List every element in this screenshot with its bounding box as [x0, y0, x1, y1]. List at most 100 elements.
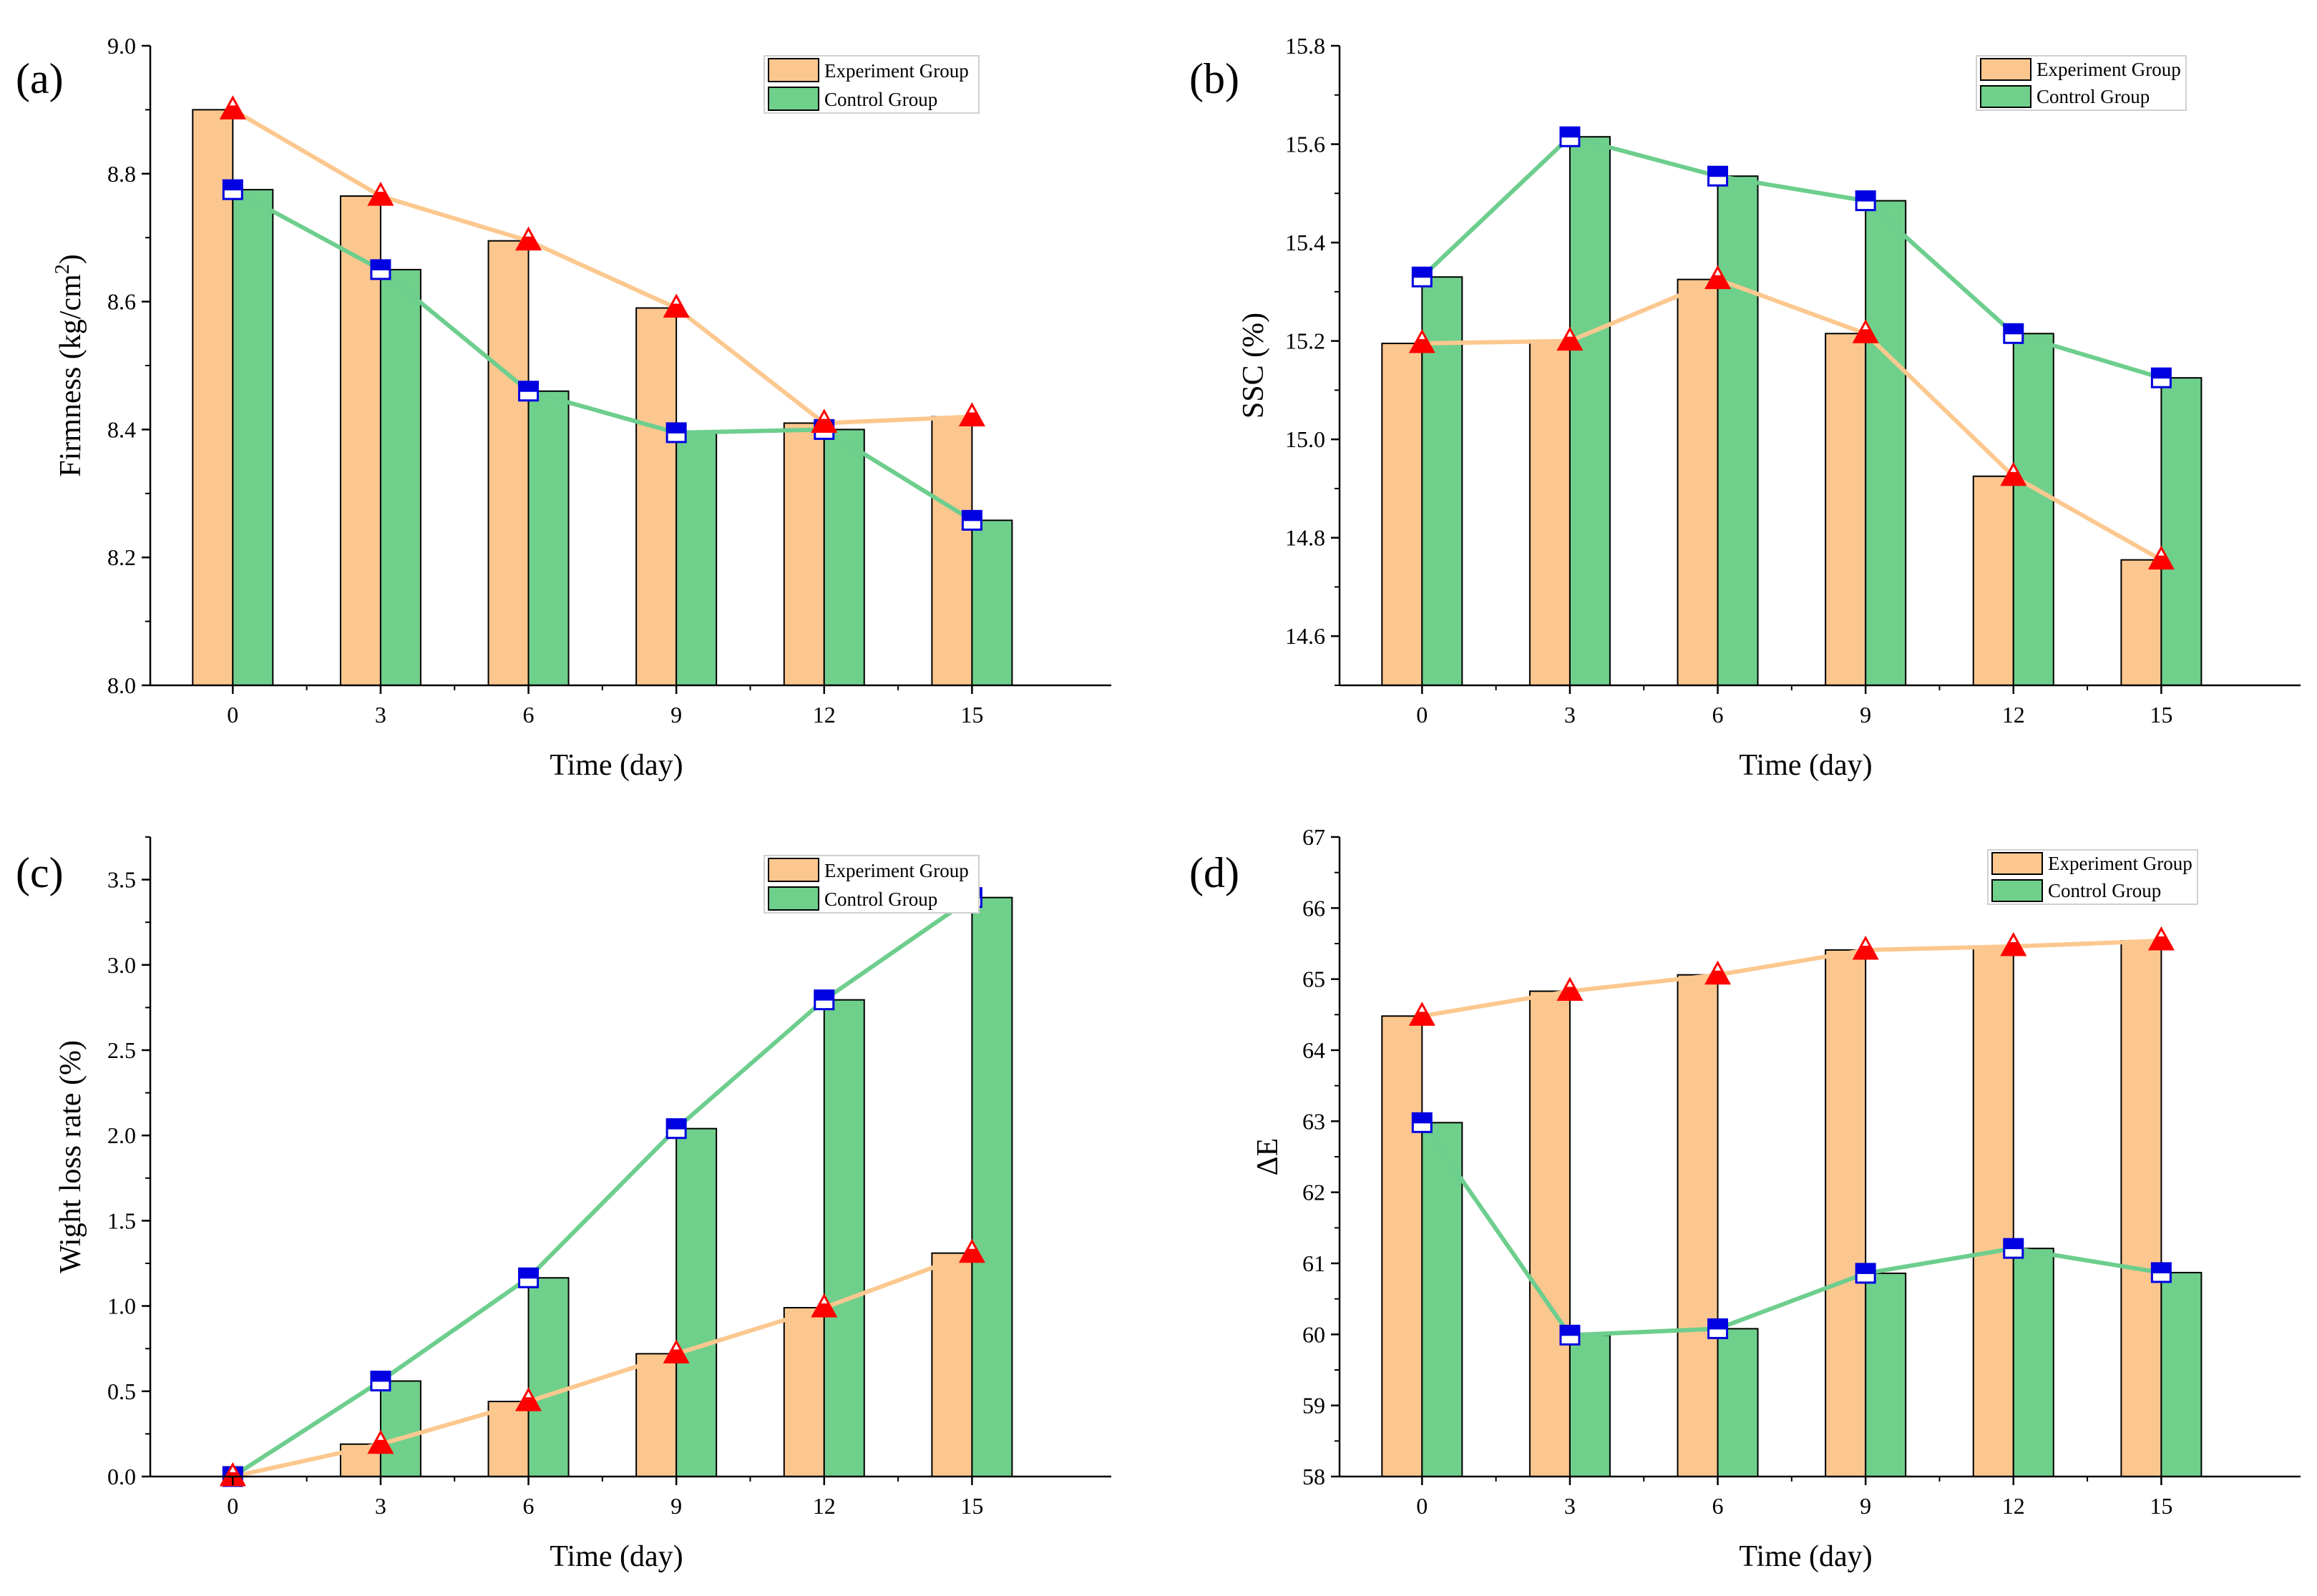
- x-axis-title: Time (day): [1739, 749, 1872, 782]
- control-bar-day-9: [675, 1127, 718, 1477]
- y-tick-label: 2.5: [107, 1037, 136, 1063]
- triangle-marker-fill: [369, 192, 392, 205]
- y-tick-label: 0.5: [107, 1379, 136, 1404]
- y-tick-label: 2.0: [107, 1122, 136, 1148]
- control-bar-day-3: [1569, 1334, 1611, 1477]
- experiment-bar-day-12: [783, 1306, 825, 1478]
- control-bar-day-9: [1865, 200, 1907, 687]
- experiment-bar-day-0: [192, 109, 234, 686]
- experiment-marker-day-6: [1704, 960, 1732, 985]
- square-marker-fill: [1708, 167, 1727, 177]
- control-bar-day-0: [232, 189, 274, 686]
- control-marker-day-6: [518, 381, 540, 402]
- y-tick-label: 15.4: [1285, 230, 1325, 255]
- triangle-marker-fill: [2001, 471, 2025, 485]
- control-legend-label: Control Group: [2048, 880, 2161, 901]
- experiment-bar-day-12: [783, 422, 825, 687]
- y-tick-label: 15.6: [1285, 132, 1325, 157]
- chart-panel-b: 14.6 14.8 15.0 15.2 15.4 15.6 15.8 0 3 6 9 12 15 Time…: [1189, 33, 2301, 782]
- experiment-marker-day-3: [367, 1429, 394, 1454]
- experiment-marker-day-12: [2000, 461, 2027, 486]
- x-tick-label: 3: [375, 1493, 386, 1519]
- control-series-line: [231, 896, 974, 1479]
- x-tick-label: 6: [1712, 1493, 1724, 1519]
- square-marker-fill: [1413, 1113, 1432, 1124]
- square-marker-fill: [667, 1119, 686, 1130]
- experiment-legend-swatch: [1991, 852, 2043, 875]
- triangle-marker-fill: [1854, 945, 1878, 959]
- experiment-bar-day-15: [2120, 940, 2162, 1477]
- control-series-line: [1420, 134, 2162, 381]
- y-tick-label: 1.0: [107, 1293, 136, 1319]
- control-marker-day-15: [2150, 367, 2172, 388]
- x-tick-label: 12: [2002, 1493, 2025, 1519]
- y-tick-label: 62: [1302, 1180, 1325, 1205]
- experiment-series-line: [1422, 277, 2162, 562]
- control-bar-day-15: [971, 896, 1013, 1477]
- square-marker-fill: [1708, 1319, 1727, 1330]
- square-marker-fill: [1560, 1326, 1579, 1336]
- experiment-marker-day-12: [811, 1293, 838, 1318]
- triangle-marker-fill: [1854, 329, 1878, 343]
- triangle-marker-fill: [812, 1303, 836, 1316]
- experiment-marker-day-15: [2147, 545, 2175, 570]
- y-tick-label: 64: [1302, 1037, 1325, 1063]
- control-bar-day-15: [971, 519, 1013, 687]
- experiment-marker-day-15: [958, 402, 985, 427]
- legend: Experiment Group Control Group: [1976, 55, 2187, 111]
- experiment-marker-day-9: [663, 293, 690, 318]
- chart-panel-c: 0.0 0.5 1.0 1.5 2.0 2.5 3.0 3.5 0 3 6 9 12 15 Time (da…: [16, 836, 1111, 1573]
- triangle-marker-fill: [1558, 987, 1581, 1000]
- experiment-legend-swatch: [768, 58, 819, 82]
- experiment-bar-day-6: [1677, 974, 1719, 1477]
- square-marker-fill: [667, 423, 686, 434]
- control-marker-day-9: [1855, 1263, 1876, 1284]
- y-tick-label: 65: [1302, 966, 1325, 992]
- experiment-bar-day-3: [1528, 340, 1571, 686]
- triangle-marker-fill: [1410, 1012, 1434, 1025]
- experiment-legend-label: Experiment Group: [824, 60, 969, 82]
- experiment-marker-day-6: [514, 226, 542, 251]
- experiment-bar-day-6: [487, 240, 530, 687]
- experiment-bar-day-15: [931, 416, 973, 687]
- control-legend-swatch: [1991, 879, 2043, 902]
- y-tick-label: 8.8: [107, 161, 136, 187]
- square-marker-fill: [962, 511, 982, 522]
- x-tick-label: 15: [960, 1493, 983, 1519]
- experiment-bar-day-9: [1825, 333, 1867, 686]
- x-tick-label: 0: [227, 702, 238, 728]
- experiment-marker-day-3: [1556, 976, 1584, 1002]
- experiment-legend-label: Experiment Group: [2036, 59, 2181, 80]
- y-tick-label: 0.0: [107, 1464, 136, 1489]
- y-tick-label: 9.0: [107, 33, 136, 59]
- control-bar-day-12: [2012, 333, 2054, 686]
- experiment-bar-day-12: [1972, 475, 2014, 686]
- y-tick-label: 15.0: [1285, 426, 1325, 452]
- triangle-marker-fill: [2001, 941, 2025, 955]
- control-marker-day-6: [1707, 1318, 1729, 1339]
- triangle-marker-fill: [221, 105, 245, 119]
- y-tick-label: 8.0: [107, 672, 136, 698]
- triangle-marker-fill: [665, 1349, 688, 1363]
- control-marker-day-3: [370, 259, 391, 280]
- control-marker-day-9: [1855, 190, 1876, 212]
- y-axis-title: SSC (%): [1237, 313, 1270, 418]
- control-marker-day-3: [370, 1370, 391, 1391]
- experiment-bar-day-15: [931, 1252, 973, 1478]
- square-marker-fill: [2004, 324, 2023, 335]
- control-legend-label: Control Group: [824, 888, 937, 910]
- y-tick-label: 8.2: [107, 544, 136, 570]
- triangle-marker-fill: [960, 1248, 984, 1262]
- x-tick-label: 9: [1860, 702, 1871, 728]
- control-bar-day-3: [379, 268, 421, 686]
- experiment-series-line: [1421, 939, 2162, 1019]
- experiment-legend-label: Experiment Group: [824, 860, 969, 881]
- control-marker-day-9: [665, 1118, 687, 1140]
- y-axis-title-end: ): [54, 254, 87, 264]
- control-bar-day-12: [2012, 1248, 2054, 1477]
- square-marker-fill: [519, 1268, 538, 1279]
- x-tick-label: 15: [2150, 1493, 2172, 1519]
- x-tick-label: 0: [1416, 702, 1428, 728]
- control-marker-day-12: [2003, 323, 2024, 344]
- control-bar-day-6: [1717, 175, 1759, 686]
